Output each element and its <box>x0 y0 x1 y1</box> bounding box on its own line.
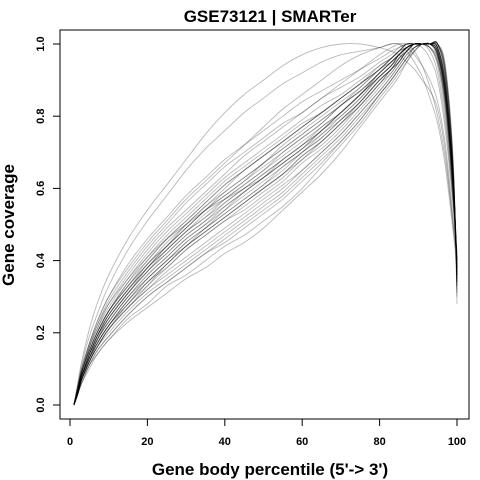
coverage-curve-17 <box>73 41 458 406</box>
coverage-curve-29 <box>73 41 458 406</box>
coverage-curve-24 <box>73 42 458 406</box>
coverage-curve-11 <box>73 43 458 406</box>
curves-group <box>73 40 458 406</box>
y-axis: 0.0 0.2 0.4 0.6 0.8 1.0 <box>35 36 60 413</box>
coverage-curve-4 <box>73 43 458 406</box>
y-tick-label-0: 0.0 <box>35 397 47 412</box>
coverage-curve-19 <box>73 42 458 406</box>
y-tick-label-2: 0.4 <box>35 252 47 268</box>
coverage-curve-13 <box>73 41 458 406</box>
coverage-curve-23 <box>73 43 458 406</box>
coverage-curve-16 <box>73 41 458 406</box>
coverage-curve-37 <box>73 42 458 406</box>
coverage-curve-33 <box>73 43 458 406</box>
coverage-curve-15 <box>73 41 458 406</box>
coverage-curve-3 <box>73 43 458 406</box>
coverage-curve-28 <box>73 43 458 406</box>
x-tick-label-100: 100 <box>448 436 466 448</box>
x-axis-label: Gene body percentile (5'-> 3') <box>152 460 388 479</box>
x-tick-label-60: 60 <box>296 436 308 448</box>
y-tick-label-3: 0.6 <box>35 181 47 196</box>
y-axis-label: Gene coverage <box>0 164 18 286</box>
coverage-curve-22 <box>73 42 458 406</box>
coverage-curve-26 <box>73 43 458 406</box>
x-tick-label-20: 20 <box>141 436 153 448</box>
coverage-curve-10 <box>73 42 458 406</box>
coverage-curve-30 <box>73 43 458 406</box>
coverage-curve-31 <box>73 43 458 406</box>
coverage-curve-20 <box>73 43 458 406</box>
y-tick-label-5: 1.0 <box>35 36 47 51</box>
coverage-curve-35 <box>73 42 458 406</box>
coverage-curve-38 <box>73 41 458 406</box>
coverage-curve-21 <box>73 42 458 406</box>
x-tick-label-40: 40 <box>219 436 231 448</box>
coverage-curve-25 <box>73 42 458 406</box>
y-tick-label-1: 0.2 <box>35 325 47 340</box>
x-axis: 0 20 40 60 80 100 <box>67 419 466 448</box>
coverage-curve-34 <box>73 43 458 406</box>
chart-title: GSE73121 | SMARTer <box>184 7 357 26</box>
coverage-curve-12 <box>73 40 458 406</box>
y-tick-label-4: 0.8 <box>35 109 47 124</box>
coverage-curve-14 <box>73 41 458 406</box>
coverage-curve-1 <box>73 43 458 406</box>
coverage-curve-27 <box>73 43 458 406</box>
coverage-curve-7 <box>73 42 458 406</box>
coverage-curve-32 <box>73 42 458 406</box>
coverage-curve-36 <box>73 42 458 406</box>
coverage-curve-2 <box>73 43 458 406</box>
coverage-curve-5 <box>73 43 458 406</box>
coverage-curve-8 <box>73 43 458 406</box>
coverage-curve-18 <box>73 42 458 406</box>
x-tick-label-80: 80 <box>373 436 385 448</box>
coverage-curve-9 <box>73 43 458 406</box>
plot-frame <box>59 29 470 420</box>
x-tick-label-0: 0 <box>67 436 73 448</box>
coverage-curve-6 <box>73 42 458 406</box>
